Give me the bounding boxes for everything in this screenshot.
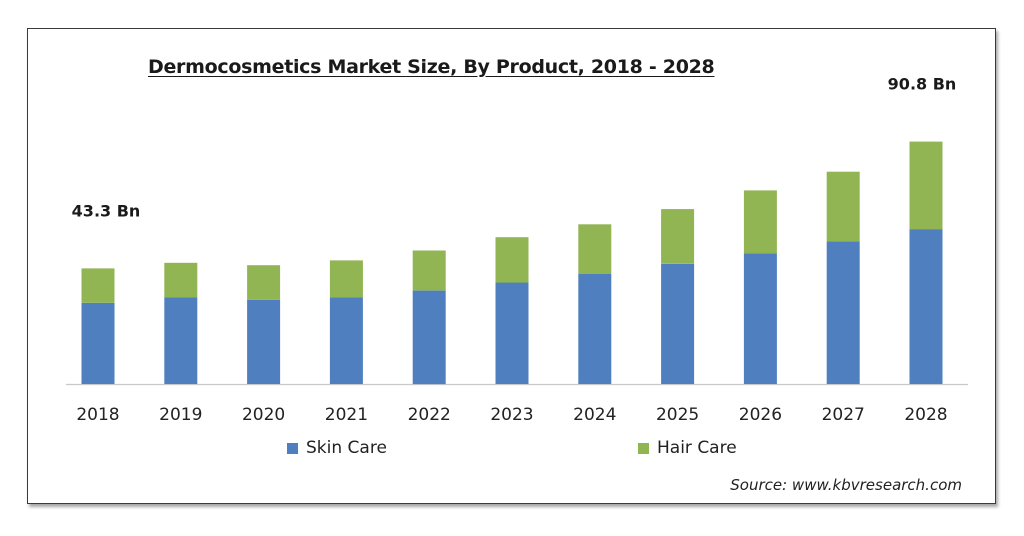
bar-skin-care-2019 xyxy=(164,297,198,384)
bar-hair-care-2025 xyxy=(661,209,695,264)
source-note: Source: www.kbvresearch.com xyxy=(730,476,962,494)
legend-item-hair-care: Hair Care xyxy=(638,438,737,458)
legend-item-skin-care: Skin Care xyxy=(287,438,387,458)
bar-hair-care-2022 xyxy=(412,250,446,291)
bar-hair-care-2021 xyxy=(329,260,363,298)
bar-hair-care-2026 xyxy=(743,190,777,254)
x-tick-label-2024: 2024 xyxy=(573,405,616,425)
x-tick-label-2022: 2022 xyxy=(408,405,451,425)
bar-skin-care-2024 xyxy=(578,274,612,384)
x-tick-label-2019: 2019 xyxy=(159,405,202,425)
x-tick-label-2021: 2021 xyxy=(325,405,368,425)
x-tick-label-2020: 2020 xyxy=(242,405,285,425)
bar-skin-care-2021 xyxy=(329,297,363,384)
x-tick-label-2026: 2026 xyxy=(739,405,782,425)
x-tick-label-2018: 2018 xyxy=(76,405,119,425)
bar-skin-care-2027 xyxy=(826,241,860,384)
x-tick-label-2027: 2027 xyxy=(822,405,865,425)
bar-skin-care-2026 xyxy=(743,253,777,384)
total-label-2028: 90.8 Bn xyxy=(888,75,957,94)
x-tick-label-2028: 2028 xyxy=(904,405,947,425)
bar-hair-care-2019 xyxy=(164,262,198,298)
legend-swatch-skin-care xyxy=(287,442,298,454)
bar-skin-care-2020 xyxy=(247,299,281,384)
total-label-2018: 43.3 Bn xyxy=(72,201,141,220)
bar-skin-care-2028 xyxy=(909,229,943,384)
legend-label-hair-care: Hair Care xyxy=(657,438,737,458)
bar-hair-care-2023 xyxy=(495,237,529,283)
legend-label-skin-care: Skin Care xyxy=(306,438,387,458)
chart-title: Dermocosmetics Market Size, By Product, … xyxy=(148,56,715,78)
bar-skin-care-2022 xyxy=(412,290,446,385)
bar-hair-care-2027 xyxy=(826,171,860,242)
bar-hair-care-2018 xyxy=(81,268,115,303)
x-tick-label-2025: 2025 xyxy=(656,405,699,425)
legend-swatch-hair-care xyxy=(638,442,649,454)
bar-hair-care-2020 xyxy=(247,265,281,300)
bar-skin-care-2018 xyxy=(81,302,115,384)
bar-hair-care-2024 xyxy=(578,224,612,274)
bar-hair-care-2028 xyxy=(909,141,943,230)
bar-skin-care-2023 xyxy=(495,282,529,384)
x-tick-label-2023: 2023 xyxy=(490,405,533,425)
bar-skin-care-2025 xyxy=(661,263,695,384)
